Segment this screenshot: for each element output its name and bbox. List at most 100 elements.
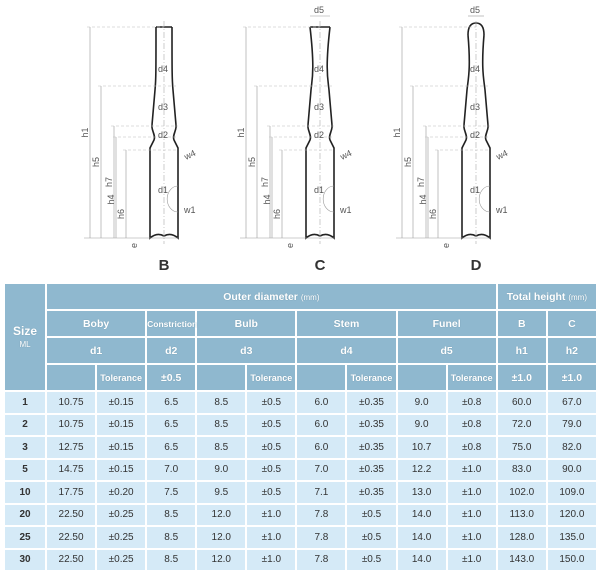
h1-tolerance: ±1.0	[497, 365, 546, 390]
value-cell: ±1.0	[247, 527, 296, 548]
dimension-label-h7: h7	[104, 177, 114, 187]
value-cell: ±0.5	[347, 504, 396, 525]
dimension-label-d1: d1	[158, 185, 168, 195]
dimension-label-h5: h5	[403, 157, 413, 167]
value-cell: 9.0	[197, 459, 246, 480]
value-cell: 10.75	[47, 392, 96, 413]
value-cell: 7.8	[297, 527, 346, 548]
value-cell: ±1.0	[447, 504, 496, 525]
value-cell: 12.75	[47, 437, 96, 458]
dimension-label-h4: h4	[262, 194, 272, 204]
value-cell: 7.8	[297, 504, 346, 525]
dimension-label-h5: h5	[91, 157, 101, 167]
value-cell: ±1.0	[447, 482, 496, 503]
value-cell: 6.5	[147, 414, 196, 435]
value-cell: ±0.15	[97, 459, 146, 480]
value-cell: ±0.15	[97, 437, 146, 458]
table-row: 5 14.75 ±0.15 7.0 9.0 ±0.5 7.0 ±0.35 12.2 ±1.0 83.…	[5, 459, 596, 480]
dimension-label-h1: h1	[80, 127, 90, 137]
size-cell: 25	[5, 527, 45, 548]
value-cell: 14.0	[397, 504, 446, 525]
value-cell: 17.75	[47, 482, 96, 503]
size-cell: 30	[5, 549, 45, 570]
total-height-header: Total height (mm)	[497, 284, 596, 309]
dimension-label-h7: h7	[260, 177, 270, 187]
blank-cell	[297, 365, 346, 390]
dimension-label-h1: h1	[236, 127, 246, 137]
value-cell: ±1.0	[447, 459, 496, 480]
value-cell: ±0.5	[347, 549, 396, 570]
value-cell: 113.0	[497, 504, 546, 525]
blank-cell	[47, 365, 96, 390]
value-cell: ±0.20	[97, 482, 146, 503]
radius-arc	[166, 185, 179, 213]
dimension-label-d5: d5	[470, 5, 480, 15]
value-cell: 79.0	[547, 414, 596, 435]
table-row: 3 12.75 ±0.15 6.5 8.5 ±0.5 6.0 ±0.35 10.7 ±0.8 75.…	[5, 437, 596, 458]
value-cell: ±0.8	[447, 437, 496, 458]
table-row: 30 22.50 ±0.25 8.5 12.0 ±1.0 7.8 ±0.5 14.0 ±1.0 14…	[5, 549, 596, 570]
value-cell: 14.75	[47, 459, 96, 480]
value-cell: 120.0	[547, 504, 596, 525]
value-cell: ±0.5	[247, 437, 296, 458]
dimension-label-d4: d4	[158, 64, 168, 74]
value-cell: ±0.25	[97, 504, 146, 525]
value-cell: 67.0	[547, 392, 596, 413]
value-cell: 150.0	[547, 549, 596, 570]
symbol-d5: d5	[397, 338, 496, 363]
value-cell: 8.5	[197, 392, 246, 413]
drawing-label: C	[315, 257, 326, 274]
dimension-label-h5: h5	[247, 157, 257, 167]
dimension-label-h1: h1	[392, 127, 402, 137]
value-cell: ±0.5	[247, 392, 296, 413]
table-row: 1 10.75 ±0.15 6.5 8.5 ±0.5 6.0 ±0.35 9.0 ±0.8 60.0…	[5, 392, 596, 413]
dimension-label-d3: d3	[470, 102, 480, 112]
value-cell: 12.2	[397, 459, 446, 480]
value-cell: ±1.0	[447, 549, 496, 570]
value-cell: 8.5	[147, 504, 196, 525]
value-cell: 13.0	[397, 482, 446, 503]
dimension-label-e: e	[285, 243, 295, 248]
value-cell: 10.75	[47, 414, 96, 435]
table-row: 25 22.50 ±0.25 8.5 12.0 ±1.0 7.8 ±0.5 14.0 ±1.0 12…	[5, 527, 596, 548]
dimension-label-e: e	[441, 243, 451, 248]
value-cell: ±0.35	[347, 437, 396, 458]
blank-cell	[397, 365, 446, 390]
radius-arc	[322, 185, 335, 213]
value-cell: 83.0	[497, 459, 546, 480]
dimension-label-d1: d1	[470, 185, 480, 195]
value-cell: 6.5	[147, 437, 196, 458]
value-cell: 60.0	[497, 392, 546, 413]
size-header: Size ML	[5, 284, 45, 390]
group-bulb: Bulb	[197, 311, 296, 336]
size-cell: 10	[5, 482, 45, 503]
dimension-label-h7: h7	[416, 177, 426, 187]
value-cell: 9.0	[397, 392, 446, 413]
group-funel: Funel	[397, 311, 496, 336]
value-cell: 12.0	[197, 549, 246, 570]
value-cell: 72.0	[497, 414, 546, 435]
table-row: 10 17.75 ±0.20 7.5 9.5 ±0.5 7.1 ±0.35 13.0 ±1.0 10…	[5, 482, 596, 503]
size-cell: 5	[5, 459, 45, 480]
value-cell: ±1.0	[247, 549, 296, 570]
dimension-label-d4: d4	[470, 64, 480, 74]
value-cell: 90.0	[547, 459, 596, 480]
group-boby: Boby	[47, 311, 146, 336]
value-cell: 7.5	[147, 482, 196, 503]
group-constriction: Constriction	[147, 311, 197, 336]
value-cell: 22.50	[47, 504, 96, 525]
dimension-label-w1: w1	[495, 205, 508, 215]
tolerance-header: Tolerance	[247, 365, 296, 390]
value-cell: 12.0	[197, 527, 246, 548]
value-cell: 9.0	[397, 414, 446, 435]
value-cell: 14.0	[397, 549, 446, 570]
dimension-table: Size ML Outer diameter (mm) Total height…	[3, 282, 598, 572]
value-cell: ±0.35	[347, 459, 396, 480]
value-cell: ±0.35	[347, 414, 396, 435]
blank-cell	[197, 365, 246, 390]
dimension-label-d2: d2	[158, 130, 168, 140]
group-b: B	[497, 311, 546, 336]
value-cell: 6.5	[147, 392, 196, 413]
tolerance-header: Tolerance	[97, 365, 146, 390]
dimension-label-d2: d2	[314, 130, 324, 140]
